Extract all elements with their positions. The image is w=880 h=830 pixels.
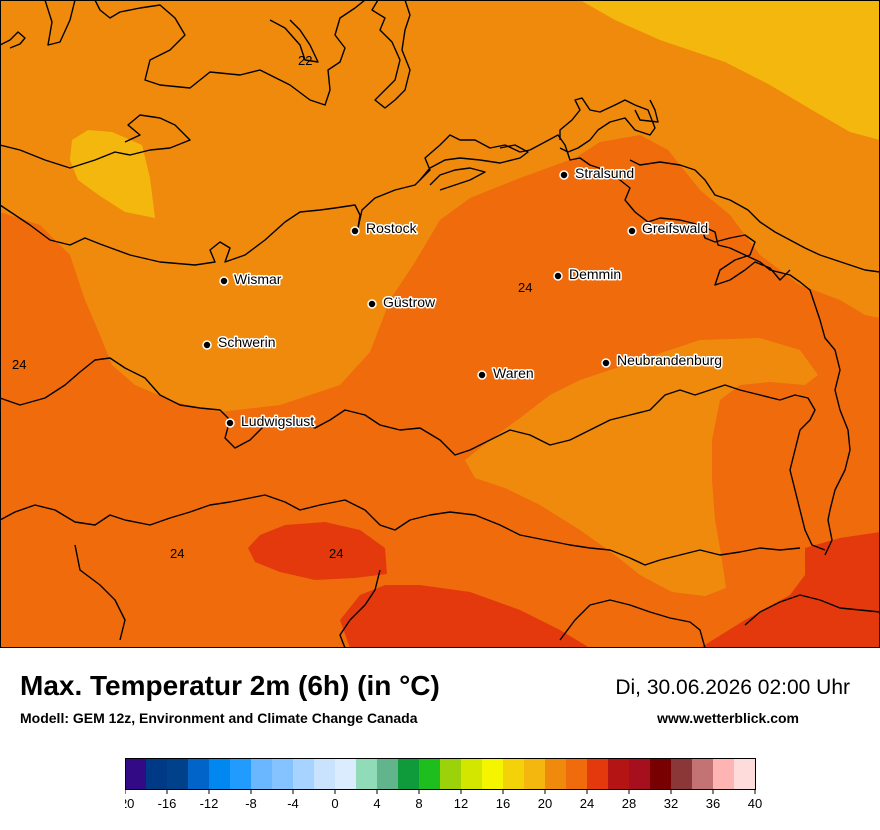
- city-marker: Neubrandenburg: [601, 351, 724, 370]
- city-dot: [553, 271, 563, 281]
- city-label-guestrow: Güstrow: [383, 294, 436, 310]
- temperature-zone-24-26-southeast: [700, 532, 880, 648]
- city-marker: Greifswald: [627, 219, 710, 238]
- legend-color-cell: [230, 758, 252, 790]
- legend-tick-label: 16: [496, 796, 510, 811]
- legend-color-cell: [482, 758, 504, 790]
- legend-tick-label: 4: [373, 796, 380, 811]
- legend-tick-label: -12: [200, 796, 219, 811]
- legend-tick-label: 28: [622, 796, 636, 811]
- coastline-and-borders: [0, 0, 880, 648]
- city-label-ludwigslust: Ludwigslust: [241, 413, 314, 429]
- legend-color-cell: [251, 758, 273, 790]
- city-label-stralsund: Stralsund: [575, 165, 634, 181]
- legend-tick-label: 20: [538, 796, 552, 811]
- city-label-schwerin: Schwerin: [218, 334, 276, 350]
- isotherm-label: 24: [518, 280, 532, 295]
- isotherm-label: 24: [170, 546, 184, 561]
- legend-color-cell: [209, 758, 231, 790]
- legend-frame: [125, 758, 756, 790]
- temperature-zone-24-26-bottom: [340, 585, 590, 648]
- temperature-map: 22 24 24 24 24 Stralsund Rostock Greifsw…: [0, 0, 880, 648]
- city-marker: Stralsund: [559, 164, 636, 183]
- legend-tick-label: -4: [287, 796, 299, 811]
- isotherm-label: 22: [298, 53, 312, 68]
- legend-color-cell: [293, 758, 315, 790]
- legend-color-cell: [314, 758, 336, 790]
- city-label-waren: Waren: [493, 365, 534, 381]
- legend-color-cell: [356, 758, 378, 790]
- city-marker: Waren: [477, 364, 535, 383]
- legend-color-cell: [566, 758, 588, 790]
- legend-tick-label: 8: [415, 796, 422, 811]
- temperature-zone-24-26-south: [248, 522, 387, 580]
- legend-color-cell: [146, 758, 168, 790]
- legend-color-cell: [713, 758, 735, 790]
- legend-color-cell: [188, 758, 210, 790]
- city-marker: Wismar: [219, 270, 283, 289]
- temperature-zone-18-20-northwest: [70, 130, 155, 218]
- legend-tick-label: -8: [245, 796, 257, 811]
- valid-time: Di, 30.06.2026 02:00 Uhr: [615, 676, 850, 699]
- legend-tick-label: -16: [158, 796, 177, 811]
- city-label-wismar: Wismar: [234, 271, 282, 287]
- legend-tick-label: 32: [664, 796, 678, 811]
- legend-color-cell: [734, 758, 756, 790]
- legend-color-cell: [629, 758, 651, 790]
- legend-color-cell: [440, 758, 462, 790]
- legend-color-cell: [608, 758, 630, 790]
- model-source: Modell: GEM 12z, Environment and Climate…: [20, 710, 418, 726]
- temperature-zone-18-20-northeast: [580, 0, 880, 140]
- city-dot: [225, 418, 235, 428]
- city-marker: Schwerin: [202, 333, 277, 352]
- temperature-zone-20-22-southeast: [465, 338, 818, 596]
- legend-tick-label: 12: [454, 796, 468, 811]
- city-marker: Güstrow: [367, 293, 438, 312]
- legend-color-cell: [167, 758, 189, 790]
- legend-color-cell: [692, 758, 714, 790]
- city-label-neubrandenburg: Neubrandenburg: [617, 352, 722, 368]
- city-dot: [601, 358, 611, 368]
- city-dot: [367, 299, 377, 309]
- legend-color-cell: [671, 758, 693, 790]
- legend-tick-label: 0: [331, 796, 338, 811]
- legend-color-cell: [419, 758, 441, 790]
- legend-color-cell: [545, 758, 567, 790]
- city-label-greifswald: Greifswald: [642, 220, 708, 236]
- isotherm-label: 24: [329, 546, 343, 561]
- map-title: Max. Temperatur 2m (6h) (in °C): [20, 670, 440, 701]
- city-label-rostock: Rostock: [366, 220, 418, 236]
- legend-color-cell: [503, 758, 525, 790]
- legend-tick-label: 24: [580, 796, 594, 811]
- city-dot: [219, 276, 229, 286]
- map-footer: Max. Temperatur 2m (6h) (in °C) Modell: …: [0, 648, 880, 830]
- legend-tick-label: -20: [125, 796, 134, 811]
- city-marker: Ludwigslust: [225, 412, 316, 431]
- legend-color-cell: [650, 758, 672, 790]
- legend-color-cell: [377, 758, 399, 790]
- city-dot: [559, 170, 569, 180]
- temperature-legend: -20 -16 -12 -8 -4 0 4 8 12 16 20 24 28 32 36 40: [125, 758, 762, 811]
- map-canvas: 22 24 24 24 24 Stralsund Rostock Greifsw…: [0, 0, 880, 648]
- city-label-demmin: Demmin: [569, 266, 621, 282]
- legend-tick-label: 36: [706, 796, 720, 811]
- legend-color-cell: [335, 758, 357, 790]
- legend-tick-label: 40: [748, 796, 762, 811]
- isotherm-label: 24: [12, 357, 26, 372]
- legend-color-cell: [524, 758, 546, 790]
- city-marker: Rostock: [350, 219, 419, 238]
- legend-color-cell: [125, 758, 147, 790]
- city-marker: Demmin: [553, 265, 623, 284]
- city-dot: [627, 226, 637, 236]
- legend-color-cell: [587, 758, 609, 790]
- city-dot: [477, 370, 487, 380]
- city-dot: [202, 340, 212, 350]
- legend-color-cell: [461, 758, 483, 790]
- source-url[interactable]: www.wetterblick.com: [657, 710, 799, 726]
- legend-color-cell: [272, 758, 294, 790]
- city-dot: [350, 226, 360, 236]
- legend-color-cell: [398, 758, 420, 790]
